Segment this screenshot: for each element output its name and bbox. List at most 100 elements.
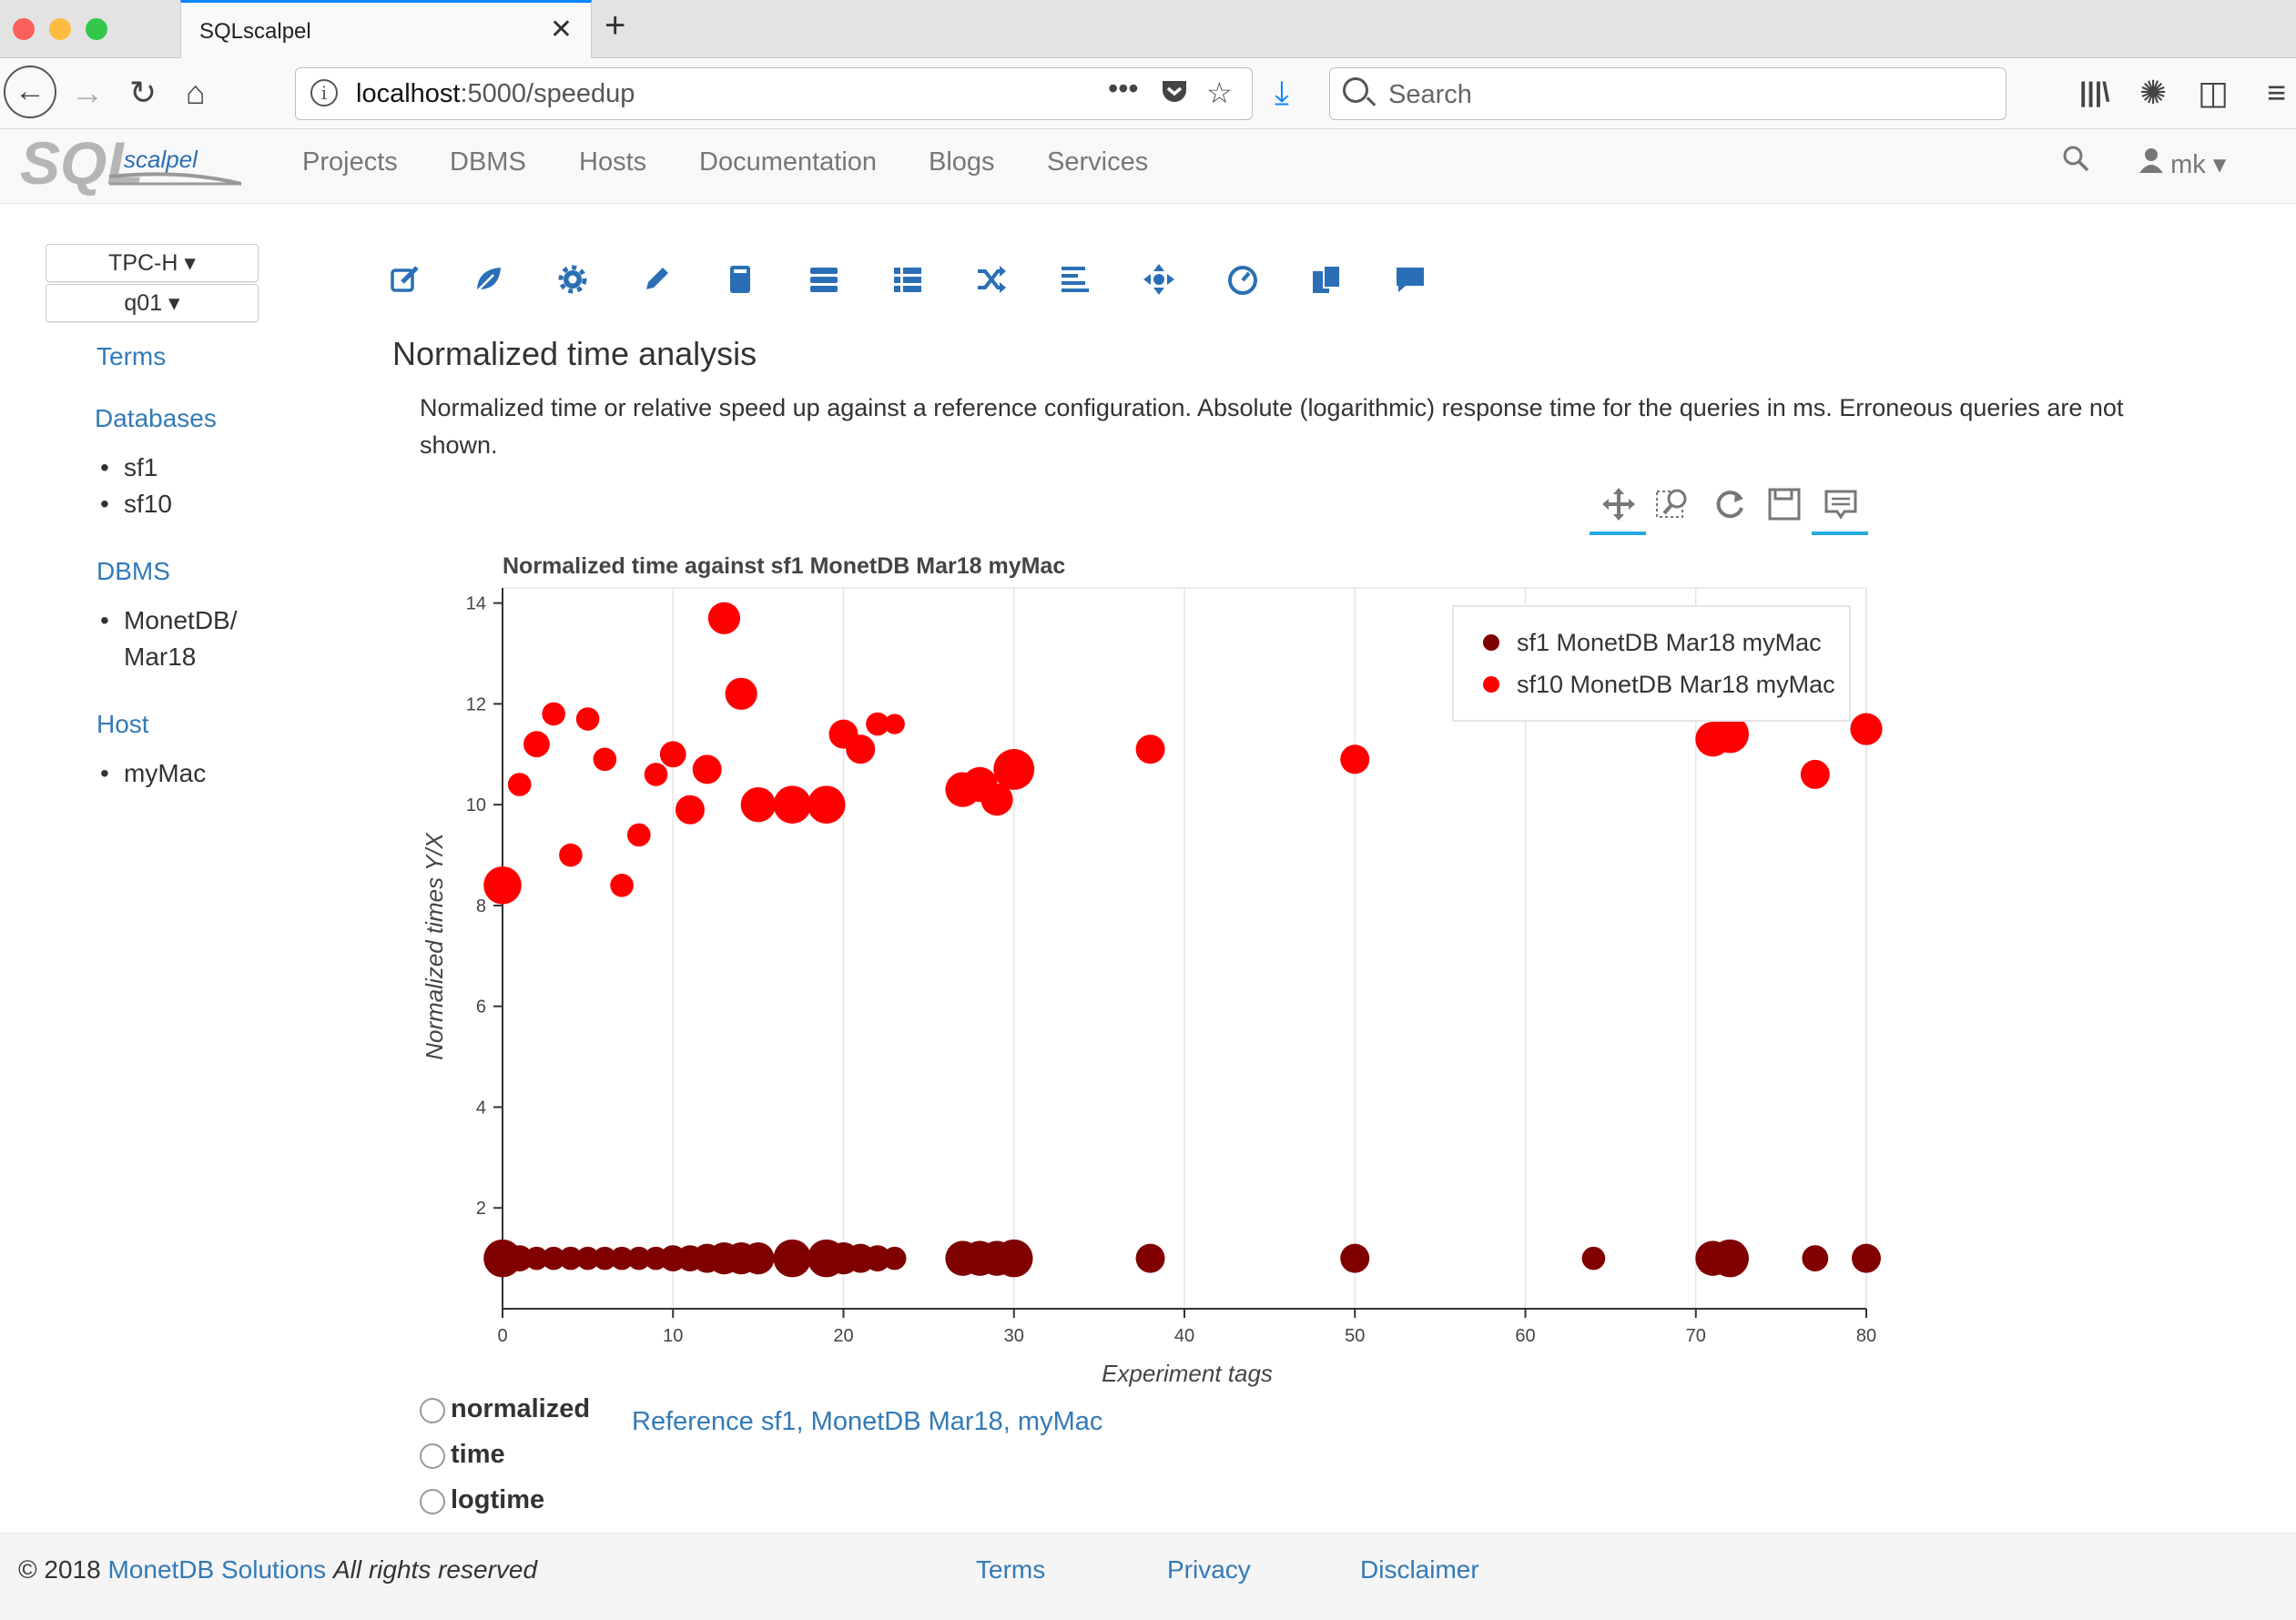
- point-sf1[interactable]: [610, 1246, 634, 1271]
- sidebar-dbms-heading[interactable]: DBMS: [97, 557, 170, 585]
- extension-icon[interactable]: ✺: [2139, 74, 2168, 111]
- point-sf10[interactable]: [866, 712, 889, 736]
- point-sf1[interactable]: [882, 1246, 907, 1271]
- library-icon[interactable]: |||\: [2079, 77, 2110, 107]
- sidebar-database-item[interactable]: sf10: [100, 486, 172, 522]
- radio-normalized[interactable]: [420, 1398, 445, 1423]
- sidebar-host-heading[interactable]: Host: [97, 710, 149, 738]
- point-sf1[interactable]: [773, 1239, 812, 1278]
- point-sf10[interactable]: [610, 873, 634, 897]
- dashboard-icon[interactable]: [1225, 262, 1260, 297]
- close-window-button[interactable]: [13, 18, 35, 40]
- pocket-icon[interactable]: [1159, 76, 1190, 114]
- footer-company-link[interactable]: MonetDB Solutions: [107, 1555, 327, 1584]
- point-sf10[interactable]: [483, 866, 522, 905]
- maximize-window-button[interactable]: [86, 18, 107, 40]
- point-sf10[interactable]: [707, 602, 741, 634]
- point-sf10[interactable]: [1711, 714, 1749, 754]
- nav-projects[interactable]: Projects: [302, 147, 398, 177]
- point-sf10[interactable]: [593, 747, 617, 772]
- edit-icon[interactable]: [388, 262, 422, 297]
- point-sf10[interactable]: [1800, 759, 1830, 789]
- leaf-icon[interactable]: [472, 262, 506, 297]
- point-sf1[interactable]: [1581, 1246, 1606, 1271]
- nav-blogs[interactable]: Blogs: [929, 147, 995, 177]
- point-sf10[interactable]: [523, 731, 550, 758]
- point-sf1[interactable]: [864, 1245, 891, 1272]
- home-icon[interactable]: ⌂: [186, 74, 206, 111]
- sidebar-terms-link[interactable]: Terms: [97, 342, 167, 370]
- point-sf1[interactable]: [1802, 1245, 1829, 1272]
- footer-terms-link[interactable]: Terms: [976, 1555, 1046, 1584]
- minimize-window-button[interactable]: [49, 18, 71, 40]
- point-sf10[interactable]: [627, 823, 651, 847]
- radio-label-logtime[interactable]: logtime: [451, 1485, 545, 1514]
- point-sf10[interactable]: [507, 773, 532, 796]
- point-sf1[interactable]: [542, 1246, 565, 1271]
- pan-tool-icon[interactable]: [1600, 486, 1637, 522]
- radio-label-normalized[interactable]: normalized: [451, 1394, 591, 1423]
- point-sf1[interactable]: [742, 1242, 775, 1275]
- sidebar-dbms-item[interactable]: MonetDB/Mar18: [100, 602, 237, 675]
- book-icon[interactable]: [723, 262, 757, 297]
- point-sf10[interactable]: [980, 784, 1013, 816]
- point-sf10[interactable]: [559, 843, 583, 867]
- point-sf1[interactable]: [524, 1246, 549, 1271]
- point-sf1[interactable]: [627, 1246, 651, 1271]
- point-sf10[interactable]: [542, 702, 565, 726]
- nav-hosts[interactable]: Hosts: [579, 147, 647, 177]
- url-bar[interactable]: i localhost:5000/speedup ••• ☆: [295, 67, 1253, 120]
- query-dropdown[interactable]: q01 ▾: [46, 284, 259, 322]
- menu-icon[interactable]: ≡: [2267, 74, 2287, 111]
- box-zoom-icon[interactable]: [1655, 486, 1692, 522]
- point-sf1[interactable]: [506, 1245, 533, 1272]
- sidebar-toggle-icon[interactable]: ◫: [2198, 74, 2230, 111]
- server-icon[interactable]: [807, 262, 841, 297]
- point-sf10[interactable]: [575, 707, 600, 731]
- reload-icon[interactable]: ↻: [129, 74, 157, 111]
- point-sf10[interactable]: [1135, 734, 1165, 764]
- search-input[interactable]: Search: [1329, 67, 2006, 120]
- point-sf10[interactable]: [807, 785, 846, 824]
- copy-icon[interactable]: [1309, 262, 1344, 297]
- browser-tab[interactable]: SQLscalpel ✕: [180, 0, 592, 58]
- tab-close-icon[interactable]: ✕: [549, 15, 573, 45]
- forward-icon[interactable]: →: [71, 74, 104, 111]
- radio-time[interactable]: [420, 1443, 445, 1469]
- pencil-icon[interactable]: [639, 262, 674, 297]
- point-sf1[interactable]: [1135, 1243, 1165, 1273]
- bookmark-star-icon[interactable]: ☆: [1206, 76, 1233, 109]
- point-sf10[interactable]: [993, 748, 1035, 790]
- point-sf10[interactable]: [846, 734, 876, 764]
- nav-services[interactable]: Services: [1047, 147, 1149, 177]
- point-sf1[interactable]: [593, 1246, 617, 1271]
- sidebar-host-item[interactable]: myMac: [100, 755, 206, 792]
- point-sf10[interactable]: [1340, 744, 1370, 775]
- gear-icon[interactable]: [555, 262, 590, 297]
- point-sf10[interactable]: [884, 714, 905, 734]
- point-sf10[interactable]: [692, 754, 722, 785]
- nav-documentation[interactable]: Documentation: [699, 147, 878, 177]
- radio-logtime[interactable]: [420, 1489, 445, 1514]
- radio-label-time[interactable]: time: [451, 1440, 505, 1469]
- point-sf10[interactable]: [644, 763, 668, 786]
- footer-disclaimer-link[interactable]: Disclaimer: [1360, 1555, 1479, 1584]
- sidebar-database-item[interactable]: sf1: [100, 450, 158, 486]
- point-sf10[interactable]: [659, 741, 686, 768]
- point-sf10[interactable]: [1850, 713, 1883, 745]
- footer-privacy-link[interactable]: Privacy: [1167, 1555, 1251, 1584]
- shuffle-icon[interactable]: [974, 262, 1009, 297]
- point-sf1[interactable]: [1852, 1243, 1881, 1273]
- nav-dbms[interactable]: DBMS: [450, 147, 526, 177]
- point-sf1[interactable]: [575, 1246, 600, 1271]
- point-sf1[interactable]: [559, 1246, 583, 1271]
- point-sf1[interactable]: [994, 1239, 1033, 1278]
- point-sf10[interactable]: [740, 786, 777, 823]
- new-tab-icon[interactable]: +: [604, 5, 626, 46]
- align-left-icon[interactable]: [1058, 262, 1092, 297]
- back-icon[interactable]: ←: [4, 66, 56, 118]
- list-icon[interactable]: [890, 262, 925, 297]
- crosshair-icon[interactable]: [1142, 262, 1176, 297]
- point-sf10[interactable]: [725, 677, 757, 710]
- app-search-icon[interactable]: [2061, 144, 2090, 180]
